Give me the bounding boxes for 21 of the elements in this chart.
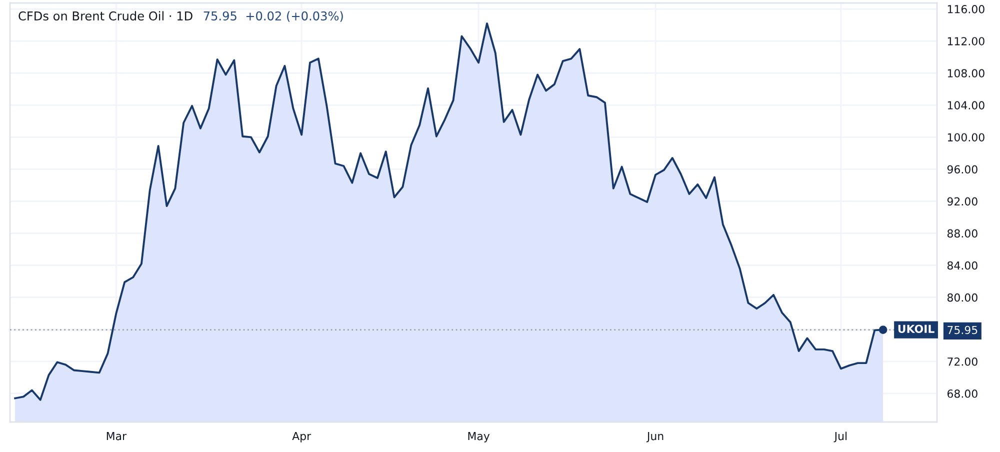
y-tick-label: 108.00: [948, 69, 984, 78]
x-tick-label: Apr: [292, 432, 312, 442]
y-tick-label: 75.95: [948, 326, 978, 334]
y-tick-label: 116.00: [948, 5, 984, 14]
x-tick-label: Mar: [106, 432, 127, 440]
y-tick-label: 92.00: [947, 197, 978, 206]
y-tick-label: 88.00: [947, 229, 978, 238]
text: 75.95 +0.02 (+0.03%): [204, 11, 343, 22]
text: CFDs on Brent Crude Oil · 1D: [18, 11, 192, 21]
x-tick-label: Jul: [834, 432, 847, 442]
y-tick-label: 112.00: [948, 37, 984, 46]
y-tick-label: 68.00: [947, 390, 978, 398]
x-tick-label: Jun: [646, 432, 664, 442]
y-tick-label: 104.00: [948, 101, 984, 110]
x-tick-label: May: [468, 432, 490, 442]
y-tick-label: 100.00: [948, 133, 984, 142]
y-tick-label: 72.00: [948, 357, 978, 366]
y-tick-label: 96.00: [947, 165, 978, 174]
y-tick-label: 80.00: [947, 293, 978, 302]
y-tick-label: 84.00: [947, 261, 978, 270]
ref-line-label: UKOIL: [898, 324, 934, 333]
